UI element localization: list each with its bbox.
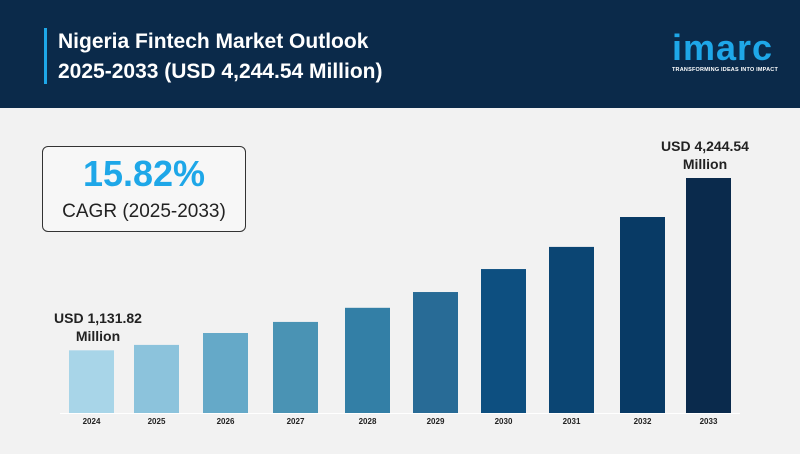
x-tick-label-2033: 2033 xyxy=(700,417,718,426)
bar-2029 xyxy=(413,292,458,413)
annotation-2024-value: USD 1,131.82 xyxy=(54,310,142,326)
header-banner: Nigeria Fintech Market Outlook 2025-2033… xyxy=(0,0,800,108)
x-tick-label-2029: 2029 xyxy=(427,417,445,426)
x-tick-label-2024: 2024 xyxy=(83,417,101,426)
x-tick-label-2032: 2032 xyxy=(634,417,652,426)
title-line-1: Nigeria Fintech Market Outlook xyxy=(58,30,369,53)
title-accent-bar xyxy=(44,28,47,84)
bar-2024 xyxy=(69,350,114,413)
imarc-logo: imarc xyxy=(672,27,774,68)
annotation-2033-value: USD 4,244.54 xyxy=(661,138,749,154)
bar-2025 xyxy=(134,344,179,413)
bar-2031 xyxy=(549,246,594,413)
annotation-2033: USD 4,244.54 Million xyxy=(650,137,760,173)
x-tick-label-2028: 2028 xyxy=(359,417,377,426)
bar-2026 xyxy=(203,332,248,413)
cagr-box: 15.82% CAGR (2025-2033) xyxy=(42,146,246,232)
annotation-2024-unit: Million xyxy=(75,328,121,344)
x-tick-label-2025: 2025 xyxy=(148,417,166,426)
x-tick-label-2027: 2027 xyxy=(287,417,305,426)
page-title: Nigeria Fintech Market Outlook 2025-2033… xyxy=(58,27,383,87)
bar-2027 xyxy=(273,321,318,413)
cagr-label: CAGR (2025-2033) xyxy=(62,201,226,222)
logo-tagline: TRANSFORMING IDEAS INTO IMPACT xyxy=(672,67,779,73)
bar-2030 xyxy=(481,269,526,413)
title-line-2: 2025-2033 (USD 4,244.54 Million) xyxy=(58,60,383,83)
cagr-value: 15.82% xyxy=(82,153,206,194)
annotation-2024: USD 1,131.82 Million xyxy=(48,309,148,345)
bar-2033 xyxy=(686,178,731,413)
bar-2028 xyxy=(345,307,390,413)
bar-2032 xyxy=(620,217,665,413)
x-tick-label-2030: 2030 xyxy=(495,417,513,426)
x-tick-label-2031: 2031 xyxy=(563,417,581,426)
annotation-2033-unit: Million xyxy=(682,156,728,172)
x-tick-label-2026: 2026 xyxy=(217,417,235,426)
